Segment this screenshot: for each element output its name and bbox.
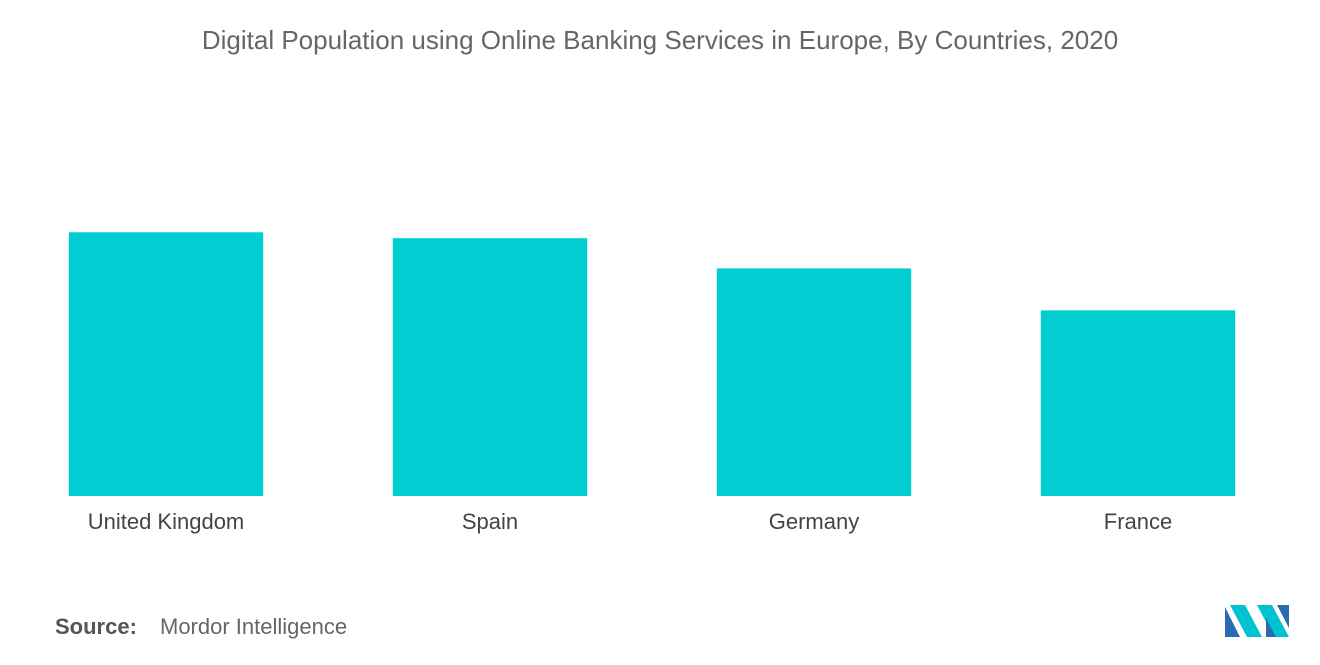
logo-part <box>1230 605 1262 637</box>
x-tick-label: Spain <box>462 509 518 534</box>
bar <box>716 268 912 496</box>
bar <box>68 232 264 496</box>
source-label: Source: <box>55 614 137 639</box>
logo-part <box>1277 605 1289 628</box>
source: Mordor Intelligence <box>160 614 347 639</box>
x-tick-label: United Kingdom <box>88 509 245 534</box>
x-tick-label: France <box>1104 509 1172 534</box>
bar <box>392 238 588 496</box>
bar <box>1040 310 1236 496</box>
logo-part <box>1225 607 1240 637</box>
logo <box>1225 605 1289 637</box>
x-tick-label: Germany <box>769 509 859 534</box>
chart-title: Digital Population using Online Banking … <box>202 25 1118 55</box>
logo-part <box>1257 605 1289 637</box>
logo-part <box>1266 618 1276 637</box>
